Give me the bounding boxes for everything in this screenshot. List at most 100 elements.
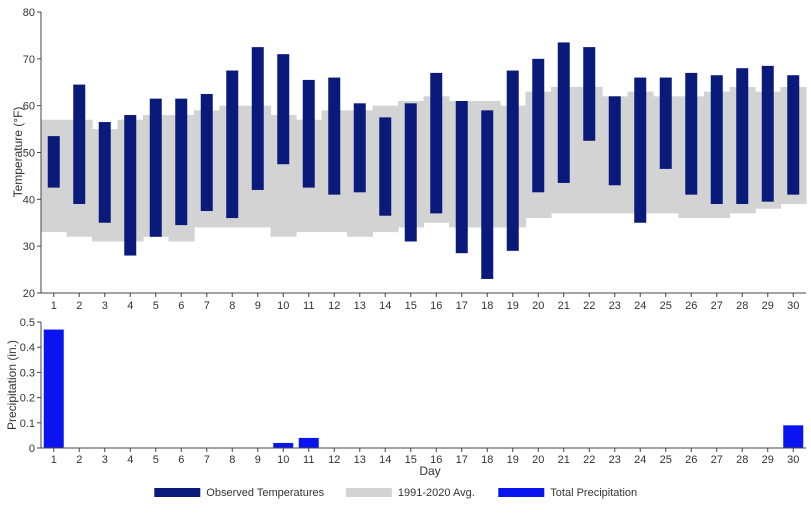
- observed-bar-day-14: [379, 117, 392, 216]
- temperature-x-tick-label: 23: [609, 300, 621, 312]
- observed-bar-day-5: [149, 98, 162, 237]
- observed-bar-day-2: [73, 84, 86, 205]
- temperature-x-tick-label: 20: [532, 300, 544, 312]
- precipitation-x-tick-label: 16: [430, 454, 442, 466]
- observed-bar-day-6: [175, 98, 188, 226]
- observed-bar-day-29: [761, 65, 774, 202]
- precipitation-y-tick-label: 0.2: [20, 393, 35, 405]
- precipitation-x-tick-label: 22: [583, 454, 595, 466]
- temperature-x-tick-label: 19: [507, 300, 519, 312]
- precipitation-bars: [43, 329, 804, 448]
- temperature-x-tick-label: 16: [430, 300, 442, 312]
- precipitation-x-tick-label: 21: [558, 454, 570, 466]
- temperature-x-tick-label: 14: [379, 300, 391, 312]
- precipitation-axes: 00.10.20.30.40.51 2 3 4 5 6 7 8 9 10 11 12 13 14 15 16 1…: [20, 317, 806, 466]
- precipitation-x-tick-label: 13: [354, 454, 366, 466]
- precip-bar-day-1: [43, 329, 64, 448]
- precipitation-x-tick-label: 9: [255, 454, 261, 466]
- precipitation-x-tick-label: 2: [76, 454, 82, 466]
- observed-bar-day-23: [608, 96, 621, 186]
- temperature-x-tick-label: 3: [102, 300, 108, 312]
- temperature-y-tick-label: 30: [23, 241, 35, 253]
- observed-bar-day-20: [532, 58, 545, 193]
- legend-label: Observed Temperatures: [206, 487, 324, 499]
- precip-bar-day-11: [298, 437, 319, 448]
- precipitation-x-tick-label: 29: [762, 454, 774, 466]
- precipitation-x-tick-label: 14: [379, 454, 391, 466]
- temperature-x-tick-label: 11: [303, 300, 314, 312]
- observed-bar-day-30: [787, 75, 800, 195]
- precipitation-x-tick-label: 3: [102, 454, 108, 466]
- observed-bar-day-15: [404, 103, 417, 242]
- temperature-y-tick-label: 70: [23, 54, 35, 66]
- precipitation-x-tick-label: 17: [456, 454, 468, 466]
- precipitation-y-axis-label: Precipitation (in.): [5, 340, 19, 430]
- precipitation-x-tick-label: 20: [532, 454, 544, 466]
- observed-bar-day-4: [124, 115, 137, 256]
- precip-bar-day-30: [783, 425, 804, 448]
- temperature-x-tick-label: 10: [277, 300, 289, 312]
- temperature-x-tick-label: 30: [787, 300, 799, 312]
- temperature-x-tick-label: 4: [127, 300, 133, 312]
- temperature-y-tick-label: 50: [23, 148, 35, 160]
- observed-bar-day-21: [557, 42, 570, 183]
- observed-bar-day-27: [710, 75, 723, 205]
- temperature-y-axis-label: Temperature (°F): [11, 107, 25, 198]
- observed-bar-day-19: [506, 70, 519, 251]
- temperature-y-tick-label: 40: [23, 194, 35, 206]
- temperature-x-tick-label: 26: [685, 300, 697, 312]
- temperature-x-tick-label: 6: [178, 300, 184, 312]
- observed-bar-day-3: [98, 122, 111, 223]
- observed-bar-day-1: [47, 136, 60, 188]
- temperature-x-tick-label: 13: [354, 300, 366, 312]
- precipitation-x-tick-label: 8: [229, 454, 235, 466]
- precipitation-x-tick-label: 5: [153, 454, 159, 466]
- temperature-x-tick-label: 25: [660, 300, 672, 312]
- observed-bar-day-22: [583, 47, 596, 141]
- temperature-y-tick-label: 20: [23, 288, 35, 300]
- precipitation-y-tick-label: 0.3: [20, 367, 35, 379]
- precipitation-x-tick-label: 30: [787, 454, 799, 466]
- precipitation-x-tick-label: 18: [481, 454, 493, 466]
- temperature-x-tick-label: 29: [762, 300, 774, 312]
- legend-label: 1991-2020 Avg.: [398, 487, 475, 499]
- precipitation-x-tick-label: 1: [51, 454, 57, 466]
- precipitation-x-tick-label: 7: [204, 454, 210, 466]
- observed-bar-day-16: [430, 72, 443, 214]
- temperature-x-tick-label: 2: [76, 300, 82, 312]
- precipitation-panel: 00.10.20.30.40.51 2 3 4 5 6 7 8 9 10 11 12 13 14 15 16 1…: [5, 317, 806, 478]
- temperature-x-tick-label: 1: [51, 300, 57, 312]
- observed-bar-day-28: [736, 68, 749, 205]
- precipitation-x-tick-label: 15: [405, 454, 417, 466]
- observed-bar-day-24: [634, 77, 647, 223]
- temperature-x-tick-label: 5: [153, 300, 159, 312]
- observed-bar-day-7: [200, 93, 213, 212]
- precipitation-x-tick-label: 4: [127, 454, 133, 466]
- temperature-x-tick-label: 27: [711, 300, 723, 312]
- temperature-x-tick-label: 15: [405, 300, 417, 312]
- precipitation-x-tick-label: 27: [711, 454, 723, 466]
- temperature-x-tick-label: 24: [634, 300, 646, 312]
- temperature-y-tick-label: 60: [23, 101, 35, 113]
- temperature-x-tick-label: 17: [456, 300, 468, 312]
- precipitation-y-tick-label: 0.1: [20, 418, 35, 430]
- precipitation-x-tick-label: 28: [736, 454, 748, 466]
- observed-bar-day-25: [659, 77, 672, 169]
- precipitation-x-tick-label: 10: [277, 454, 289, 466]
- precipitation-x-tick-label: 23: [609, 454, 621, 466]
- observed-bar-day-8: [226, 70, 239, 219]
- temperature-x-tick-label: 18: [481, 300, 493, 312]
- precipitation-x-tick-label: 6: [178, 454, 184, 466]
- precip-bar-day-10: [273, 442, 294, 448]
- x-axis-label-day: Day: [419, 464, 440, 478]
- observed-bar-day-17: [455, 100, 468, 254]
- legend-swatch: [345, 488, 392, 497]
- precipitation-x-tick-label: 26: [685, 454, 697, 466]
- legend-label: Total Precipitation: [550, 487, 637, 499]
- observed-bar-day-11: [302, 79, 315, 188]
- temperature-x-tick-label: 12: [328, 300, 340, 312]
